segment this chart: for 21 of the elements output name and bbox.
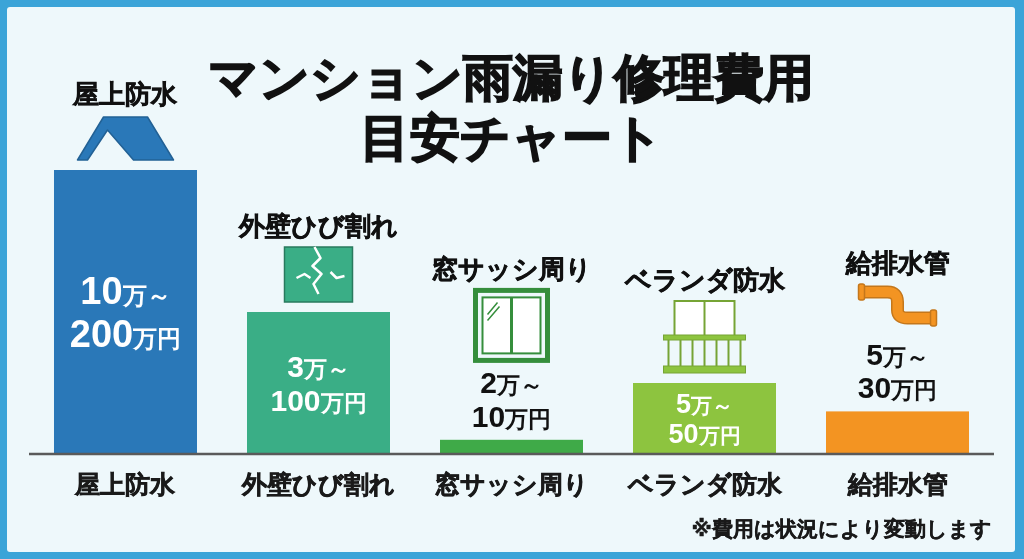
chart-title: マンション雨漏り修理費用目安チャート xyxy=(208,50,814,166)
x-tick-label: 屋上防水 xyxy=(74,470,177,498)
text: ※費用は状況により変動します xyxy=(691,517,992,541)
x-tick-label: ベランダ防水 xyxy=(626,470,783,498)
bar xyxy=(53,170,197,454)
data-label: 5万～ 50万円 xyxy=(668,388,741,450)
data-label: 2万～ 10万円 xyxy=(471,365,552,433)
x-tick-label: 給排水管 xyxy=(846,470,948,498)
x-tick-label: 窓サッシ周り xyxy=(434,470,589,498)
bar xyxy=(826,411,970,454)
data-label: 3万～ 100万円 xyxy=(270,349,367,417)
data-label: 10万～ 200万円 xyxy=(69,270,182,356)
annotation: 給排水管 xyxy=(844,248,950,278)
bar xyxy=(247,312,390,454)
data-label: 5万～ 30万円 xyxy=(857,337,938,405)
annotation: ベランダ防水 xyxy=(623,265,786,295)
x-tick-label: 外壁ひび割れ xyxy=(241,470,395,498)
annotation: 窓サッシ周り xyxy=(431,254,592,285)
bar xyxy=(440,439,583,454)
annotation: 外壁ひび割れ xyxy=(238,211,398,241)
text: 屋上防水 xyxy=(72,79,179,109)
